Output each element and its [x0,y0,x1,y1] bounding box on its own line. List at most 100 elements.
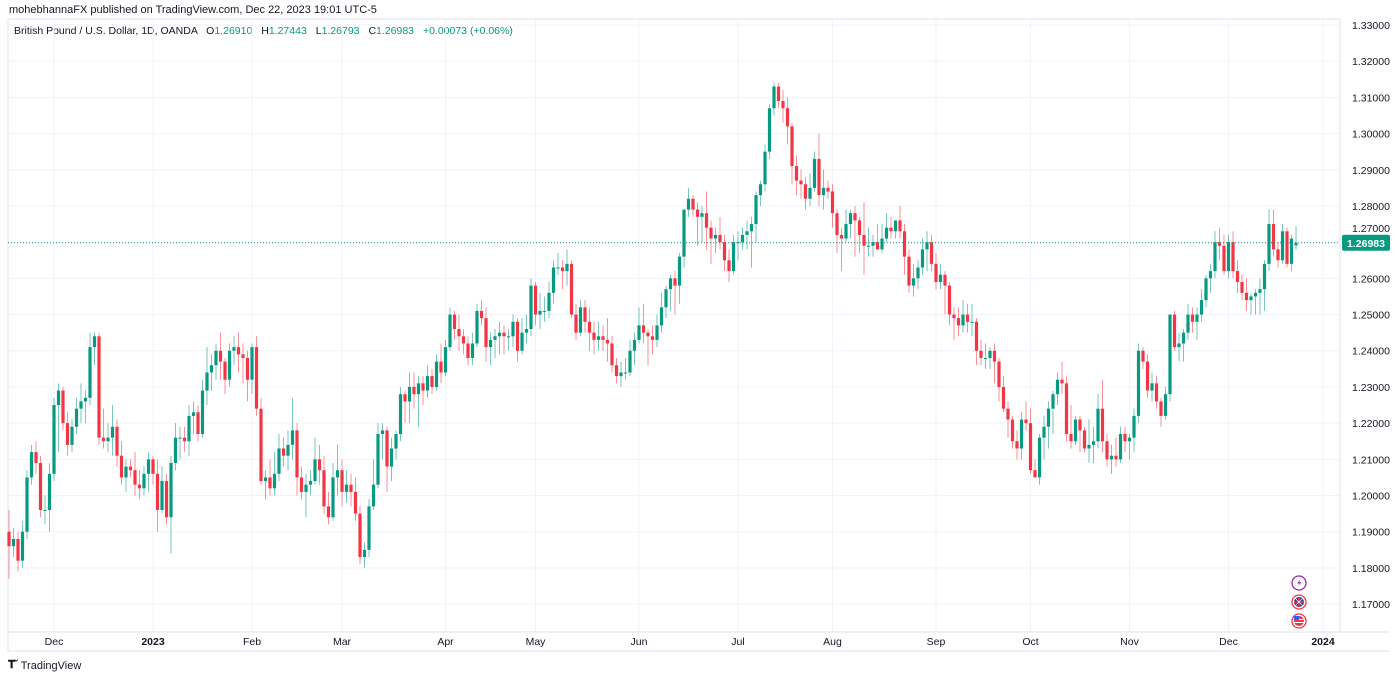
candle-body [637,325,641,340]
candle-body [1046,408,1051,427]
candle-body [331,477,335,518]
candle-body [992,350,997,362]
candle-up [925,231,929,272]
candle-down [461,329,466,355]
candle-body [893,220,898,232]
candle-up [1177,332,1181,362]
candle-body [20,531,25,561]
candle-body [1096,408,1100,442]
candle-body [1240,281,1244,293]
candle-body [767,108,772,152]
candle-body [1073,419,1078,442]
candle-up [677,253,682,304]
us-flag-icon[interactable] [1291,613,1307,629]
candle-down [610,336,614,373]
candle-up [74,397,79,435]
candle-body [781,100,785,109]
candle-body [875,242,880,250]
high-value: 1.27443 [268,25,307,37]
candle-body [740,234,745,243]
candle-down [322,455,326,514]
candle-up [47,462,52,532]
candle-up [398,386,403,442]
x-tick-label: Feb [243,636,261,648]
lightning-icon[interactable] [1291,575,1307,591]
candle-up [920,238,925,275]
uk-flag-icon[interactable] [1291,594,1307,610]
time-axis[interactable]: Dec 2023 Feb Mar Apr May Jun Jul Aug Sep Oct Nov Dec… [45,636,1335,648]
symbol-name[interactable]: British Pound / U.S. Dollar, 1D, OANDA [14,25,198,37]
candle-down [1240,274,1244,301]
candle-body [497,332,502,337]
candle-body [1276,249,1280,261]
y-tick-label: 1.33000 [1352,20,1390,32]
candle-up [92,332,97,366]
candle-body [119,455,124,478]
candle-body [655,325,659,340]
candle-body [673,278,677,286]
candle-up [664,285,668,319]
candle-body [70,426,74,445]
candle-down [857,216,862,254]
price-axis[interactable]: 1.33000 1.32000 1.31000 1.30000 1.29000 1.280… [1352,20,1390,611]
candle-down [898,205,902,239]
candle-body [218,350,223,362]
candle-body [1015,441,1019,449]
candle-down [934,253,938,290]
candle-body [79,401,83,409]
candle-up [542,296,547,322]
candle-down [281,437,286,467]
x-tick-label: 2024 [1311,636,1335,648]
candle-body [1271,224,1276,250]
candle-down [1231,231,1235,279]
candle-body [686,198,691,210]
candle-body [209,365,214,373]
candle-body [470,343,475,358]
candle-body [731,242,736,272]
candle-body [97,336,101,438]
candle-body [776,86,781,101]
candle-down [421,376,425,406]
candle-down [1028,408,1033,474]
candle-up [970,303,974,337]
candle-body [308,481,313,485]
candle-up [745,220,749,250]
candle-down [457,314,461,351]
candle-down [268,459,272,496]
candle-body [880,238,884,250]
candle-body [515,321,520,351]
candle-body [677,256,682,286]
candle-body [484,318,488,348]
candle-body [421,383,425,391]
y-tick-label: 1.21000 [1352,454,1390,466]
candle-body [1208,271,1213,279]
candle-body [533,285,538,315]
candle-body [430,376,434,387]
candle-body [938,274,943,282]
candle-body [857,220,862,235]
candle-down [137,470,142,500]
candle-body [160,481,164,511]
candle-up [52,397,56,482]
tradingview-brand[interactable]: 𝐓ˇ TradingView [8,659,81,672]
candle-down [259,397,263,485]
candle-body [794,166,799,181]
candle-body [1064,383,1069,435]
candle-body [911,278,916,286]
candle-body [394,434,398,449]
tradingview-logo-icon: 𝐓ˇ [8,659,18,671]
candle-up [911,263,916,297]
candle-up [88,332,92,406]
candle-down [1060,361,1064,395]
candle-body [304,484,308,492]
candle-body [286,444,290,456]
candle-down [1276,242,1280,268]
candle-up [448,307,452,351]
candle-down [1069,405,1073,449]
candle-up [713,227,718,254]
x-tick-label: Oct [1022,636,1038,648]
candle-body [439,361,443,373]
candle-down [875,224,880,250]
candle-up [1181,329,1186,362]
